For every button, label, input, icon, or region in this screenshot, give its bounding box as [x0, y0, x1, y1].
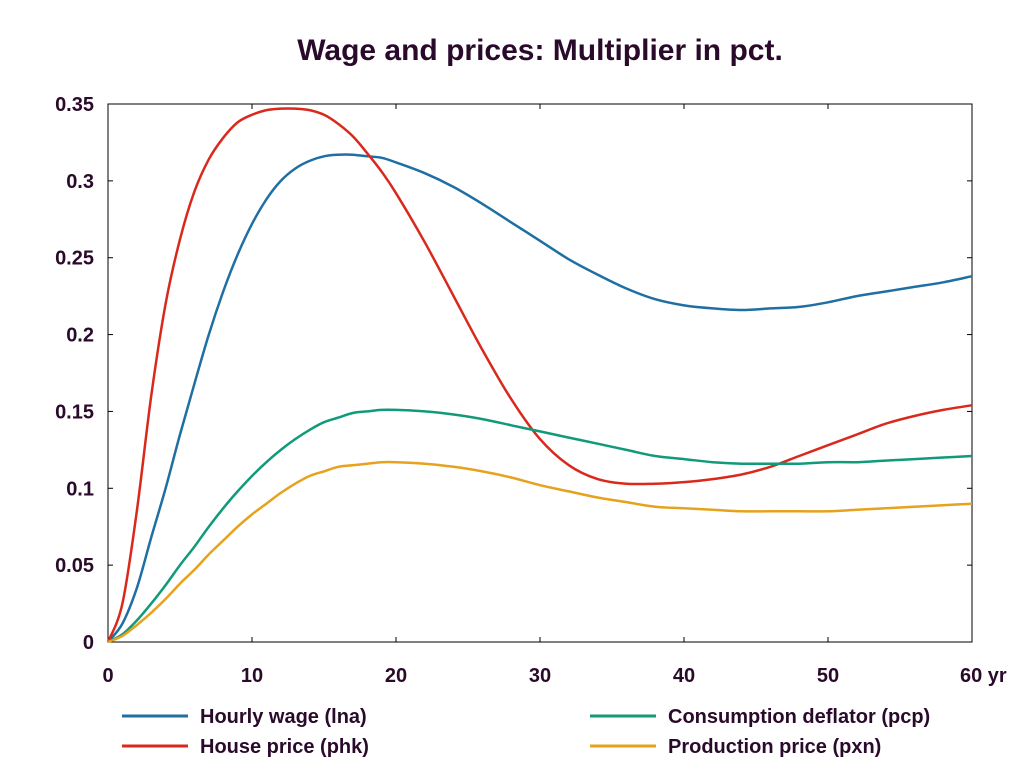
- y-tick-label: 0.25: [55, 248, 94, 270]
- legend-label: House price (phk): [200, 736, 369, 758]
- series-line: [107, 408, 973, 644]
- y-tick-label: 0.05: [55, 555, 94, 577]
- legend-label: Hourly wage (lna): [200, 706, 367, 728]
- x-tick-label: 10: [241, 665, 263, 687]
- y-tick-label: 0.3: [66, 171, 94, 193]
- y-tick-label: 0: [83, 632, 94, 654]
- series-line: [107, 153, 973, 643]
- x-axis: 0 10 20 30 40 50 60 yr: [102, 104, 1007, 687]
- x-tick-label: 30: [529, 665, 551, 687]
- x-tick-label: 0: [102, 665, 113, 687]
- series-lines: [106, 107, 973, 644]
- legend-label: Consumption deflator (pcp): [668, 706, 930, 728]
- y-tick-label: 0.35: [55, 94, 94, 116]
- legend-label: Production price (pxn): [668, 736, 881, 758]
- legend: Hourly wage (lna) Consumption deflator (p…: [122, 706, 930, 758]
- y-tick-label: 0.15: [55, 401, 94, 423]
- y-tick-label: 0.2: [66, 325, 94, 347]
- y-axis: 0 0.05 0.1 0.15 0.2 0.25 0.3 0.35: [55, 94, 972, 654]
- x-tick-label: 40: [673, 665, 695, 687]
- y-tick-label: 0.1: [66, 478, 94, 500]
- x-tick-label: 20: [385, 665, 407, 687]
- series-line: [107, 460, 973, 644]
- x-tick-label: 60 yr: [960, 665, 1007, 687]
- plot-area: [107, 103, 973, 643]
- series-line: [106, 107, 973, 643]
- chart-title: Wage and prices: Multiplier in pct.: [297, 34, 783, 67]
- x-tick-label: 50: [817, 665, 839, 687]
